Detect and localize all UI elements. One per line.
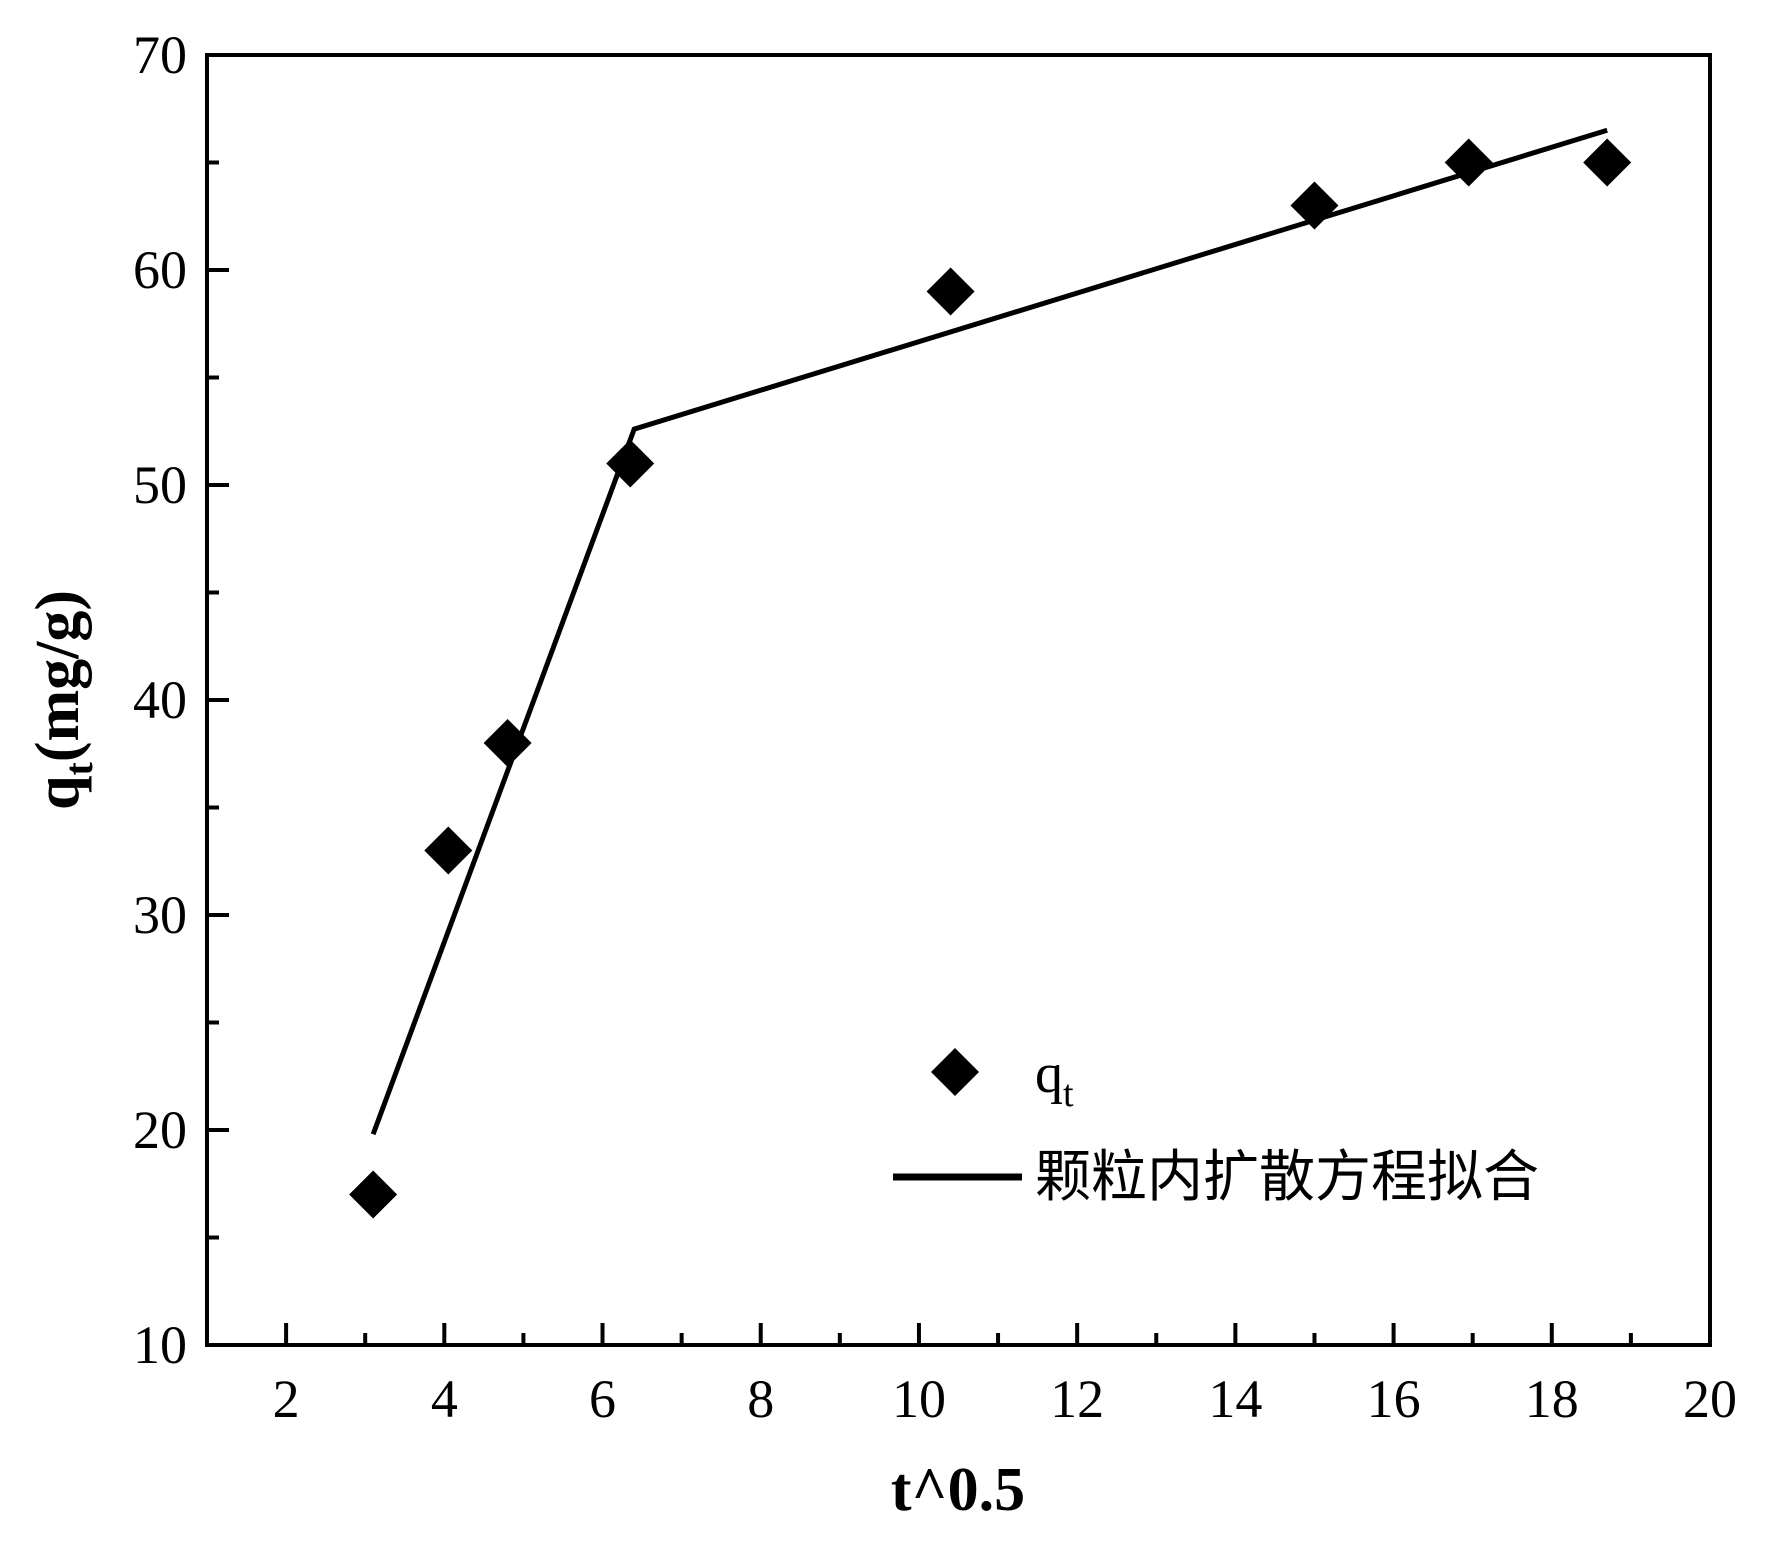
data-point — [483, 719, 532, 767]
y-axis-ticks: 10 20 30 40 50 60 70 — [133, 25, 229, 1375]
data-point — [926, 267, 975, 316]
fit-line-layer — [370, 127, 1608, 1136]
y-tick-label: 40 — [133, 670, 187, 730]
x-tick-label: 2 — [273, 1369, 300, 1429]
y-tick-label: 20 — [133, 1100, 187, 1160]
y-axis-title: qt(mg/g) — [24, 590, 101, 810]
data-point — [1290, 181, 1339, 230]
data-point — [1583, 138, 1632, 187]
x-tick-label: 14 — [1208, 1369, 1262, 1429]
legend: qt 颗粒内扩散方程拟合 — [893, 1043, 1539, 1210]
x-tick-label: 6 — [589, 1369, 616, 1429]
data-point — [349, 1170, 398, 1219]
y-tick-label: 70 — [133, 25, 187, 85]
data-point — [606, 439, 655, 488]
legend-label-qt: qt — [1035, 1043, 1074, 1115]
scatter-points-layer — [349, 138, 1632, 1219]
x-tick-label: 4 — [431, 1369, 458, 1429]
data-point — [424, 826, 473, 875]
y-axis-title-unit: (mg/g) — [24, 590, 92, 762]
y-tick-label: 50 — [133, 455, 187, 515]
x-tick-label: 8 — [747, 1369, 774, 1429]
legend-label-fit: 颗粒内扩散方程拟合 — [1035, 1145, 1539, 1210]
y-tick-label: 60 — [133, 240, 187, 300]
x-axis-ticks: 2 4 6 8 10 12 14 16 18 20 — [273, 1323, 1737, 1429]
y-axis-title-main: q — [24, 776, 92, 810]
x-tick-label: 10 — [892, 1369, 946, 1429]
x-tick-label: 12 — [1050, 1369, 1104, 1429]
y-tick-label: 30 — [133, 885, 187, 945]
data-point — [1444, 138, 1493, 187]
fit-line — [370, 127, 1608, 1136]
legend-diamond-marker — [931, 1048, 979, 1096]
x-tick-label: 20 — [1683, 1369, 1737, 1429]
x-tick-label: 16 — [1367, 1369, 1421, 1429]
x-tick-label: 18 — [1525, 1369, 1579, 1429]
x-axis-title: t^0.5 — [891, 1456, 1025, 1524]
y-tick-label: 10 — [133, 1315, 187, 1375]
y-axis-title-sub: t — [56, 762, 101, 776]
